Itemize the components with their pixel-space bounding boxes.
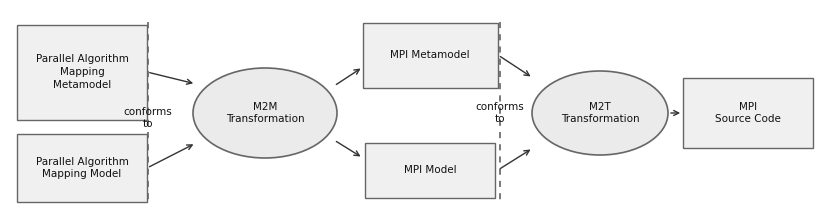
Text: M2T
Transformation: M2T Transformation [561, 102, 639, 124]
Ellipse shape [193, 68, 337, 158]
FancyBboxPatch shape [683, 78, 813, 148]
Text: Parallel Algorithm
Mapping
Metamodel: Parallel Algorithm Mapping Metamodel [36, 54, 129, 90]
Text: Parallel Algorithm
Mapping Model: Parallel Algorithm Mapping Model [36, 157, 129, 179]
Text: MPI Metamodel: MPI Metamodel [390, 50, 470, 60]
Text: M2M
Transformation: M2M Transformation [226, 102, 305, 124]
Text: conforms
to: conforms to [124, 107, 173, 129]
Text: conforms
to: conforms to [476, 102, 525, 124]
FancyBboxPatch shape [17, 134, 147, 202]
Text: MPI
Source Code: MPI Source Code [715, 102, 781, 124]
FancyBboxPatch shape [365, 142, 495, 197]
FancyBboxPatch shape [17, 24, 147, 119]
Ellipse shape [532, 71, 668, 155]
FancyBboxPatch shape [363, 23, 497, 88]
Text: MPI Model: MPI Model [403, 165, 457, 175]
